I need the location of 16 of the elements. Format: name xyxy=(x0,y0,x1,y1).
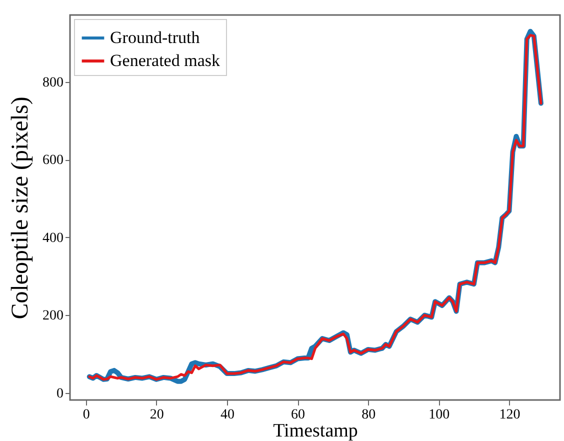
y-tick-label: 800 xyxy=(42,75,64,90)
y-tick-label: 600 xyxy=(42,153,64,168)
x-tick-label: 0 xyxy=(82,408,90,422)
legend-label: Generated mask xyxy=(110,51,220,70)
x-tick-label: 40 xyxy=(220,408,234,422)
x-tick-label: 80 xyxy=(362,408,376,422)
x-tick-label: 60 xyxy=(291,408,306,422)
x-tick-label: 120 xyxy=(499,408,520,422)
y-tick-label: 0 xyxy=(56,386,64,402)
x-tick-label: 100 xyxy=(428,408,450,422)
y-tick-label: 400 xyxy=(42,230,64,246)
x-tick-label: 20 xyxy=(150,408,164,422)
y-axis-title: Coleoptile size (pixels) xyxy=(8,96,34,320)
y-tick-label: 200 xyxy=(42,308,64,324)
x-axis-title: Timestamp xyxy=(273,420,358,441)
legend-label: Ground-truth xyxy=(110,28,200,47)
